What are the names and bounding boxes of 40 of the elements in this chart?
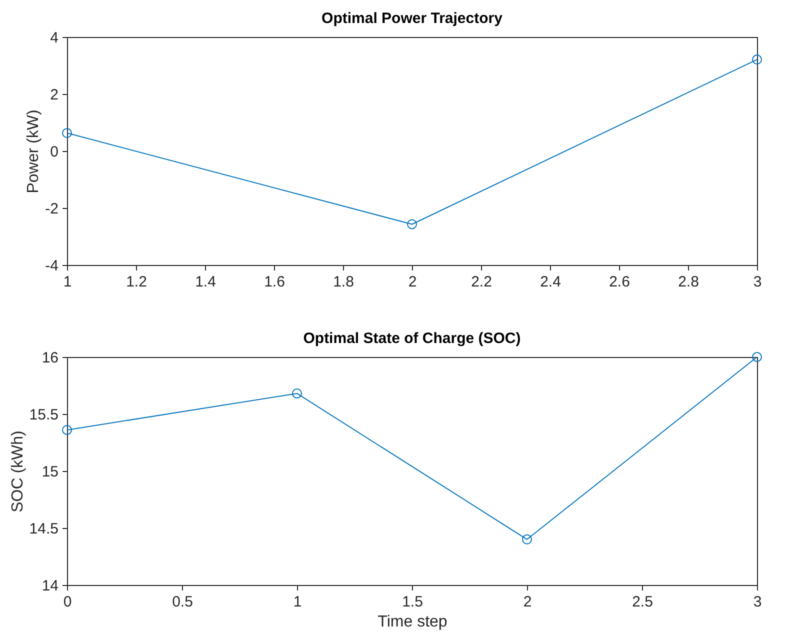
x-tick-label: 0 [63,594,72,610]
point [62,128,72,138]
point [752,352,762,362]
point [522,534,532,544]
x-tick-label: 1.4 [195,274,216,290]
y-axis-title: Power (kW) [25,110,42,194]
y-tick-label: 15 [42,464,58,480]
x-tick-label: 1.2 [126,274,147,290]
x-tick-label: 3 [753,594,762,610]
y-axis-title: SOC (kWh) [9,430,26,512]
chart-title: Optimal State of Charge (SOC) [303,330,521,347]
y-tick-label: 0 [50,144,58,160]
x-tick-label: 1.5 [402,594,423,610]
y-tick-label: 2 [50,86,58,104]
x-tick-label: 3 [753,274,762,290]
chart-title: Optimal Power Trajectory [322,10,504,27]
point [62,424,72,435]
point [292,388,302,398]
x-tick-label: 1.8 [333,274,354,290]
y-tick-label: 14.5 [29,520,58,538]
y-tick-label: 4 [50,30,58,46]
x-tick-label: 2.4 [540,274,561,290]
x-tick-label: 1.6 [264,274,285,290]
x-tick-label: 2.2 [471,274,492,290]
x-tick-label: 2.6 [609,274,630,290]
x-axis-title: Time step [378,614,448,630]
x-tick-label: 2 [523,594,532,610]
y-tick-label: 15.5 [29,406,58,424]
y-tick-label: 14 [42,578,58,594]
y-tick-label: 16 [42,350,58,366]
x-tick-label: 2.5 [632,594,653,610]
x-tick-label: 1 [63,274,72,290]
x-tick-label: 2.8 [678,274,699,290]
x-tick-label: 2 [408,274,417,290]
y-tick-label: -2 [45,200,58,218]
point [407,219,417,230]
y-tick-label: -4 [45,258,58,274]
point [752,54,762,64]
x-tick-label: 0.5 [172,594,193,610]
x-tick-label: 1 [293,594,302,610]
